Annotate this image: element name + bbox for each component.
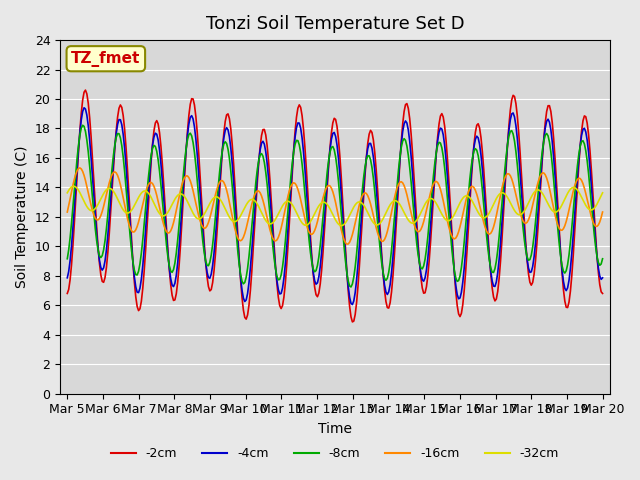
Title: Tonzi Soil Temperature Set D: Tonzi Soil Temperature Set D <box>205 15 464 33</box>
-4cm <box>349 302 356 308</box>
Text: TZ_fmet: TZ_fmet <box>71 51 141 67</box>
-32cm <box>342 220 349 226</box>
-4cm <box>598 275 606 281</box>
Legend: -2cm, -4cm, -8cm, -16cm, -32cm: -2cm, -4cm, -8cm, -16cm, -32cm <box>106 442 564 465</box>
Line: -2cm: -2cm <box>67 90 602 322</box>
-2cm <box>597 289 605 295</box>
-4cm <box>448 234 456 240</box>
-8cm <box>83 137 91 143</box>
-16cm <box>76 165 84 171</box>
-32cm <box>448 216 456 222</box>
Y-axis label: Soil Temperature (C): Soil Temperature (C) <box>15 145 29 288</box>
-2cm <box>527 282 535 288</box>
-2cm <box>82 87 90 93</box>
-4cm <box>63 275 71 281</box>
-8cm <box>598 256 606 262</box>
Line: -16cm: -16cm <box>67 168 602 244</box>
-16cm <box>340 237 348 242</box>
Line: -32cm: -32cm <box>67 186 602 226</box>
-4cm <box>80 105 88 110</box>
-2cm <box>598 290 606 296</box>
-16cm <box>83 183 91 189</box>
-8cm <box>63 256 71 262</box>
-8cm <box>597 261 605 267</box>
-2cm <box>63 290 71 296</box>
-4cm <box>83 112 91 118</box>
-8cm <box>448 244 456 250</box>
-32cm <box>63 190 71 196</box>
-8cm <box>340 243 348 249</box>
-8cm <box>347 284 355 290</box>
-16cm <box>598 209 606 215</box>
-16cm <box>63 209 71 215</box>
-4cm <box>340 231 348 237</box>
-2cm <box>100 279 108 285</box>
-2cm <box>349 319 356 325</box>
-4cm <box>597 276 605 282</box>
-8cm <box>79 122 86 128</box>
Line: -4cm: -4cm <box>67 108 602 305</box>
-32cm <box>527 194 535 200</box>
-32cm <box>83 204 91 209</box>
-32cm <box>597 193 605 199</box>
-2cm <box>83 91 91 97</box>
-4cm <box>527 269 535 275</box>
-32cm <box>598 190 606 196</box>
-32cm <box>337 223 345 228</box>
-32cm <box>100 191 108 196</box>
-2cm <box>448 226 456 232</box>
-8cm <box>527 252 535 258</box>
-16cm <box>448 233 456 239</box>
Line: -8cm: -8cm <box>67 125 602 287</box>
-16cm <box>527 208 535 214</box>
X-axis label: Time: Time <box>318 422 352 436</box>
-32cm <box>70 183 78 189</box>
-8cm <box>100 247 108 253</box>
-16cm <box>597 215 605 220</box>
-16cm <box>343 241 351 247</box>
-16cm <box>100 204 108 209</box>
-4cm <box>100 265 108 271</box>
-2cm <box>340 221 348 227</box>
